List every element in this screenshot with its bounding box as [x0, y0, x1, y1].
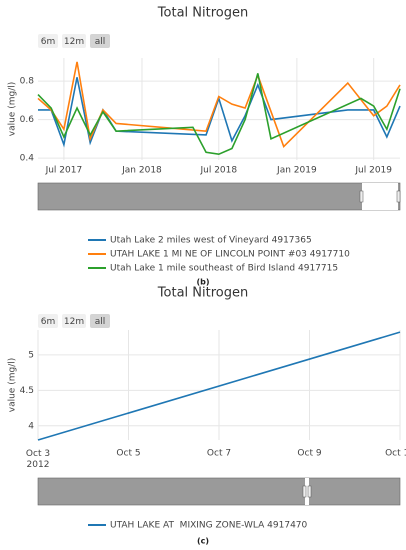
caption: (b): [196, 278, 209, 287]
slider-handle[interactable]: [359, 190, 364, 203]
caption: (c): [197, 537, 209, 546]
range-button[interactable]: [38, 34, 58, 48]
y-tick-label: 4: [28, 421, 34, 431]
chart-title: Total Nitrogen: [157, 6, 248, 21]
y-tick-label: 0.6: [20, 115, 35, 125]
range-button-label[interactable]: all: [95, 37, 106, 47]
x-tick-label: Jul 2017: [45, 166, 83, 176]
slider-window: [305, 478, 309, 505]
x-tick-label: Jul 2018: [199, 166, 237, 176]
range-button[interactable]: [62, 314, 86, 328]
chart-title: Total Nitrogen: [157, 286, 248, 301]
y-tick-label: 4.5: [20, 386, 34, 396]
y-axis-label: value (mg/l): [8, 82, 18, 136]
y-tick-label: 0.8: [20, 77, 35, 87]
x-tick-label: Oct 9: [297, 449, 321, 459]
slider-window: [362, 183, 398, 210]
legend-label: UTAH LAKE AT MIXING ZONE-WLA 4917470: [110, 521, 308, 531]
range-button-label[interactable]: 6m: [41, 37, 56, 47]
x-tick-label: Jan 2019: [276, 166, 317, 176]
range-button[interactable]: [90, 34, 110, 48]
range-slider: [37, 182, 401, 211]
x-tick-label: Jan 2018: [121, 166, 162, 176]
y-tick-label: 0.4: [20, 154, 35, 164]
legend-label: Utah Lake 1 mile southeast of Bird Islan…: [110, 264, 338, 274]
range-button[interactable]: [90, 314, 110, 328]
y-tick-label: 5: [28, 350, 34, 360]
x-tick-label: Oct 5: [116, 449, 140, 459]
legend-label: UTAH LAKE 1 MI NE OF LINCOLN POINT #03 4…: [110, 250, 350, 260]
legend-label: Utah Lake 2 miles west of Vineyard 49173…: [110, 236, 312, 246]
slider-handle[interactable]: [302, 485, 307, 498]
series-line: [37, 61, 401, 148]
range-button[interactable]: [62, 34, 86, 48]
range-button-label[interactable]: 12m: [64, 37, 84, 47]
slider-handle[interactable]: [396, 190, 401, 203]
range-button-label[interactable]: 12m: [64, 317, 84, 327]
x-tick-label: Oct 3 2012: [26, 449, 50, 470]
y-axis-label: value (mg/l): [8, 358, 18, 412]
x-tick-label: Jul 2019: [354, 166, 392, 176]
range-button-label[interactable]: 6m: [41, 317, 56, 327]
x-tick-label: Oct 7: [207, 449, 231, 459]
series-line: [37, 331, 401, 441]
slider-handle[interactable]: [307, 485, 312, 498]
x-tick-label: Oct 11: [385, 449, 406, 459]
range-button[interactable]: [38, 314, 58, 328]
range-slider: [37, 477, 401, 506]
range-button-label[interactable]: all: [95, 317, 106, 327]
series-line: [37, 73, 401, 156]
